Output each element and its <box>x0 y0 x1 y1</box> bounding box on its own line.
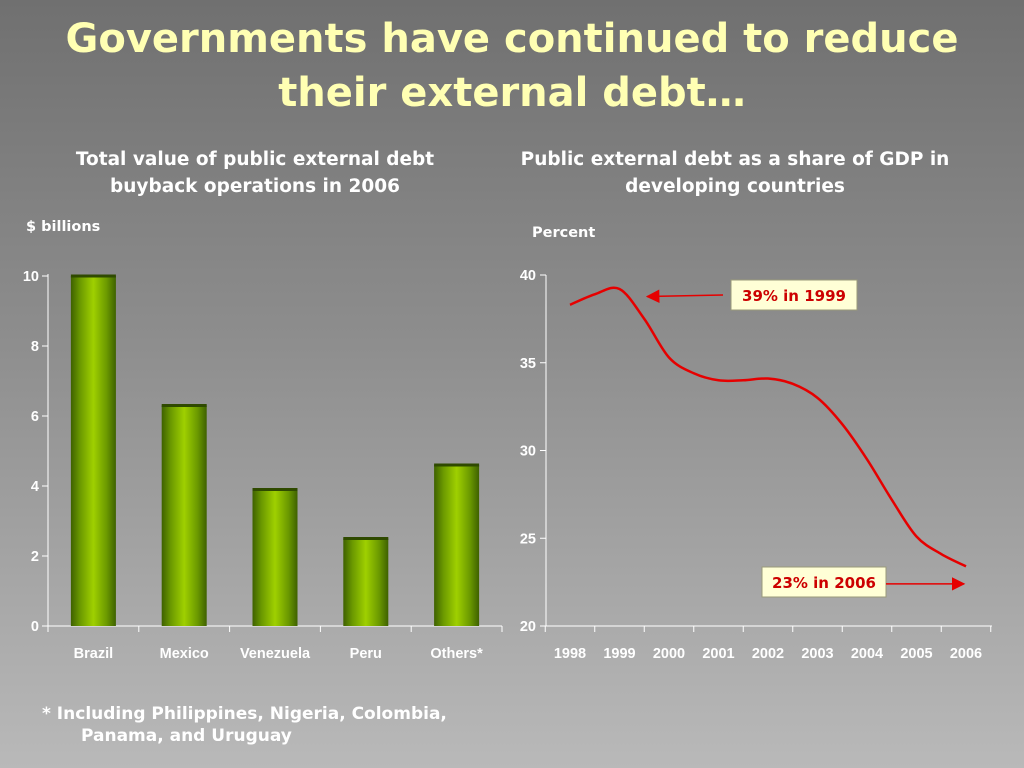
line-chart-y-tick-label: 40 <box>520 268 536 284</box>
line-chart-y-tick-label: 25 <box>520 531 536 547</box>
footnote-line-2: Panama, and Uruguay <box>81 726 292 746</box>
line-chart-x-tick-label: 2000 <box>653 646 685 662</box>
slide-title: Governments have continued to reduce the… <box>0 12 1024 120</box>
slide-title-line-1: Governments have continued to reduce <box>65 16 959 62</box>
line-chart-y-tick-label: 35 <box>520 356 536 372</box>
bar-mexico <box>161 405 207 626</box>
bar-cap-mexico <box>161 404 207 407</box>
line-chart-x-tick-label: 2004 <box>851 646 883 662</box>
bar-chart-y-tick-label: 10 <box>23 269 39 285</box>
line-chart: 20 25 30 35 40 1998 1999 2000 2001 2002 2003 2004 20… <box>520 268 992 662</box>
annotation-label-1999: 39% in 1999 <box>742 287 846 305</box>
line-chart-x-tick-label: 2005 <box>900 646 932 662</box>
bar-chart-x-tick-label: Mexico <box>160 646 209 662</box>
bar-brazil <box>70 276 116 626</box>
bar-cap-peru <box>343 537 389 540</box>
line-chart-title-line-2: developing countries <box>625 176 845 197</box>
bar-chart-x-tick-label: Venezuela <box>240 646 311 662</box>
footnote: * Including Philippines, Nigeria, Colomb… <box>42 703 447 747</box>
bar-chart-y-label: $ billions <box>26 219 101 235</box>
bar-chart-y-tick-label: 8 <box>31 339 39 355</box>
bar-venezuela <box>252 489 298 626</box>
bar-chart-title-line-1: Total value of public external debt <box>75 149 435 170</box>
footnote-line-1: * Including Philippines, Nigeria, Colomb… <box>42 704 447 724</box>
line-chart-x-tick-label: 1998 <box>554 646 586 662</box>
line-chart-x-tick-label: 2003 <box>801 646 833 662</box>
bar-cap-others <box>434 463 480 467</box>
line-chart-title-line-1: Public external debt as a share of GDP i… <box>520 149 950 170</box>
bar-chart-x-tick-label: Peru <box>350 646 382 662</box>
line-chart-x-tick-label: 2001 <box>702 646 734 662</box>
bar-others <box>434 465 480 626</box>
line-chart-x-tick-label: 1999 <box>603 646 635 662</box>
bar-chart-y-tick-label: 4 <box>31 479 39 495</box>
slide-title-line-2: their external debt… <box>278 70 746 116</box>
bar-chart-y-tick-label: 0 <box>31 619 39 635</box>
bar-chart-title-line-2: buyback operations in 2006 <box>110 176 400 197</box>
line-chart-y-tick-label: 20 <box>520 619 536 635</box>
bar-cap-brazil <box>70 274 116 278</box>
bar-chart: 0 2 4 6 8 10 Brazil Mexico Venezuela Peru Others* <box>23 269 503 662</box>
line-series-debt-share <box>569 286 967 568</box>
line-chart-y-tick-label: 30 <box>520 444 536 460</box>
bar-chart-title: Total value of public external debt buyb… <box>40 146 470 200</box>
annotation-box-2006 <box>761 566 887 598</box>
bar-peru <box>343 538 389 626</box>
annotation-label-2006: 23% in 2006 <box>772 574 876 592</box>
line-chart-y-label: Percent <box>532 225 596 241</box>
bar-chart-x-tick-label: Brazil <box>74 646 114 662</box>
annotation-box-1999 <box>730 279 858 311</box>
bar-chart-x-tick-label: Others* <box>430 646 483 662</box>
bar-chart-y-tick-label: 2 <box>31 549 39 565</box>
line-chart-x-tick-label: 2002 <box>752 646 784 662</box>
annotation-arrow-1999 <box>645 289 724 304</box>
bar-chart-y-tick-label: 6 <box>31 409 39 425</box>
line-chart-title: Public external debt as a share of GDP i… <box>505 146 965 200</box>
line-chart-x-tick-label: 2006 <box>950 646 982 662</box>
bar-cap-venezuela <box>252 488 298 491</box>
